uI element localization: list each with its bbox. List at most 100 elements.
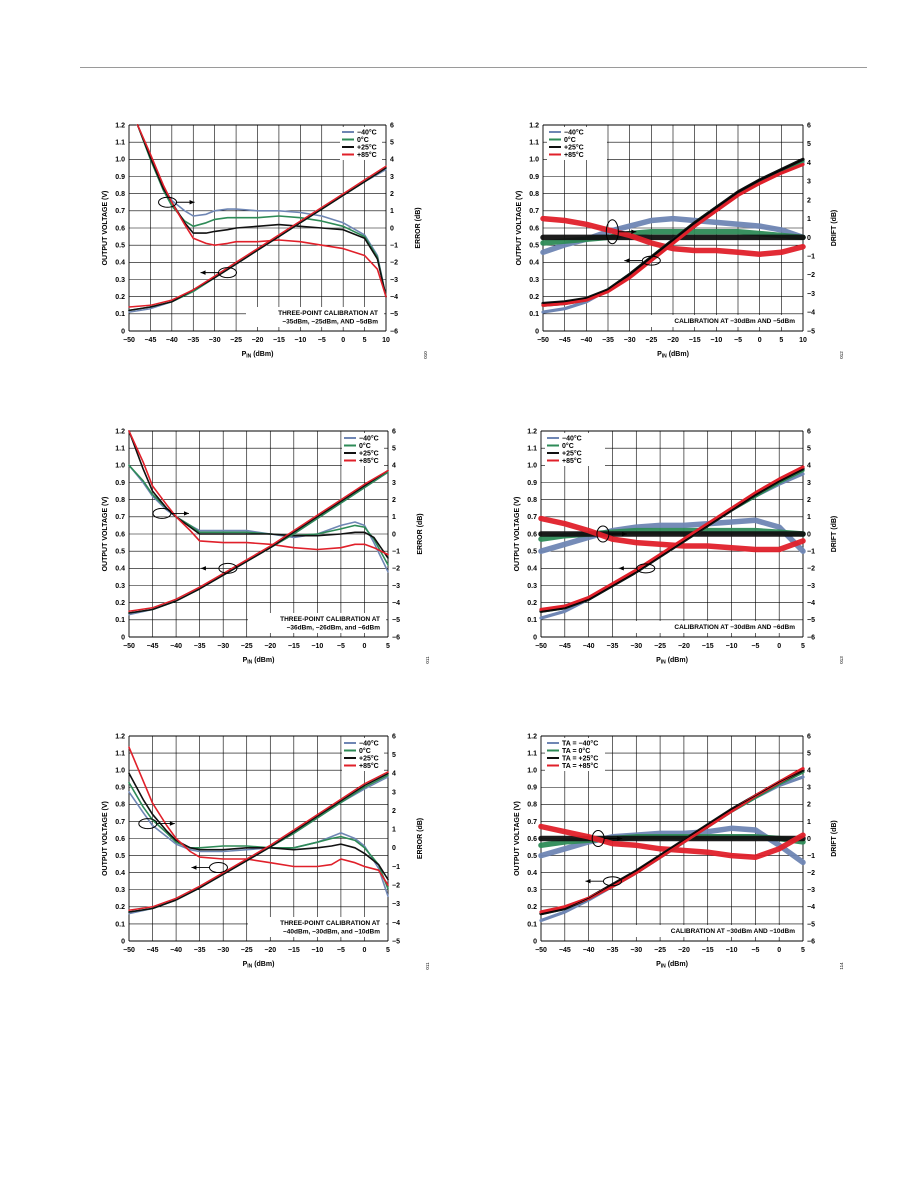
right-tick-label: 6 xyxy=(807,733,811,740)
right-tick-label: −5 xyxy=(807,328,815,335)
x-tick-label: −5 xyxy=(337,947,345,954)
left-tick-label: 0.2 xyxy=(527,600,537,607)
left-axis-label: OUTPUT VOLTAGE (V) xyxy=(514,801,521,876)
x-tick-label: 0 xyxy=(777,643,781,650)
left-axis-marker xyxy=(200,562,238,574)
right-tick-label: −3 xyxy=(390,277,398,284)
legend-label: 0°C xyxy=(564,136,576,144)
marker-arrow-head xyxy=(189,200,195,205)
left-tick-label: 0.7 xyxy=(527,819,537,826)
right-tick-label: 6 xyxy=(807,122,811,129)
x-tick-label: −30 xyxy=(217,643,229,650)
x-axis-label: PIN (dBm) xyxy=(242,351,274,360)
error-series-line xyxy=(128,430,389,559)
right-tick-label: 2 xyxy=(807,802,811,809)
voltage-series-line xyxy=(128,165,387,308)
right-tick-label: 5 xyxy=(392,446,396,453)
right-tick-label: 4 xyxy=(392,463,396,470)
x-tick-label: −20 xyxy=(667,337,679,344)
note-box xyxy=(246,307,384,327)
legend-label: +85°C xyxy=(564,151,584,159)
right-tick-label: −1 xyxy=(807,549,815,556)
left-tick-label: 0.7 xyxy=(115,208,125,215)
right-tick-label: 6 xyxy=(392,428,396,435)
left-tick-label: 0.6 xyxy=(115,225,125,232)
right-tick-label: 1 xyxy=(392,514,396,521)
note-box xyxy=(631,925,801,937)
left-tick-label: 0.2 xyxy=(527,904,537,911)
right-tick-label: −5 xyxy=(390,311,398,318)
left-tick-label: 0.5 xyxy=(527,853,537,860)
left-tick-label: 0.2 xyxy=(115,600,125,607)
left-axis-label: OUTPUT VOLTAGE (V) xyxy=(102,801,109,876)
note-box xyxy=(631,621,801,633)
left-tick-label: 0.5 xyxy=(529,243,539,250)
legend-label: +85°C xyxy=(359,762,379,770)
right-tick-label: 5 xyxy=(807,750,811,757)
legend: −40°C0°C+25°C+85°C xyxy=(342,738,384,771)
right-tick-label: −2 xyxy=(390,260,398,267)
left-tick-label: 1.0 xyxy=(115,463,125,470)
legend-label: −40°C xyxy=(359,434,379,442)
right-tick-label: −4 xyxy=(807,310,815,317)
voltage-series-outline xyxy=(540,769,804,915)
right-tick-label: −6 xyxy=(392,634,400,641)
x-tick-label: −35 xyxy=(194,643,206,650)
legend-label: +85°C xyxy=(359,457,379,465)
x-tick-label: −45 xyxy=(144,337,156,344)
left-tick-label: 1.2 xyxy=(527,733,537,740)
left-axis-marker xyxy=(200,267,238,279)
left-tick-label: 0.8 xyxy=(115,497,125,504)
left-tick-label: 1.0 xyxy=(527,768,537,775)
note-line: CALIBRATION AT −30dBm AND −6dBm xyxy=(674,624,795,631)
x-tick-label: −5 xyxy=(734,337,742,344)
marker-arrow-head xyxy=(618,566,624,571)
left-tick-label: 0.8 xyxy=(529,191,539,198)
left-tick-label: 1.2 xyxy=(527,428,537,435)
right-tick-label: −3 xyxy=(392,583,400,590)
x-tick-label: −25 xyxy=(241,947,253,954)
right-tick-label: 5 xyxy=(390,140,394,147)
left-tick-label: 0.8 xyxy=(115,802,125,809)
right-axis-marker xyxy=(158,196,195,208)
x-tick-label: 10 xyxy=(382,337,390,344)
right-tick-label: 2 xyxy=(392,497,396,504)
x-tick-label: −30 xyxy=(630,947,642,954)
x-tick-label: −5 xyxy=(751,643,759,650)
marker-arrow-head xyxy=(624,258,630,263)
marker-arrow-head xyxy=(631,229,637,234)
right-axis-label: DRIFT (dB) xyxy=(831,516,838,553)
left-tick-label: 0.5 xyxy=(527,549,537,556)
left-tick-label: 1.1 xyxy=(115,750,125,757)
left-axis-label: OUTPUT VOLTAGE (V) xyxy=(514,497,521,572)
right-tick-label: 3 xyxy=(807,179,811,186)
x-tick-label: −5 xyxy=(751,947,759,954)
left-tick-label: 1.0 xyxy=(115,768,125,775)
left-tick-label: 0.9 xyxy=(527,480,537,487)
x-tick-label: 0 xyxy=(777,947,781,954)
left-tick-label: 1.0 xyxy=(115,157,125,164)
right-tick-label: 3 xyxy=(390,174,394,181)
note-line: −36dBm, −26dBm, and −6dBm xyxy=(287,625,381,632)
right-tick-label: 2 xyxy=(392,808,396,815)
left-tick-label: 0 xyxy=(535,328,539,335)
calibration-note: THREE-POINT CALIBRATION AT −35dBm, −25dBm… xyxy=(246,307,384,327)
x-tick-label: 5 xyxy=(363,337,367,344)
x-tick-label: 0 xyxy=(363,643,367,650)
legend-label: 0°C xyxy=(357,136,369,144)
left-tick-label: 1.1 xyxy=(527,446,537,453)
left-tick-label: 1.2 xyxy=(115,733,125,740)
legend: −40°C0°C+25°C+85°C xyxy=(340,127,382,160)
voltage-series-line xyxy=(128,167,387,312)
x-tick-label: −45 xyxy=(147,947,159,954)
right-tick-label: −2 xyxy=(807,566,815,573)
x-tick-label: −50 xyxy=(535,643,547,650)
x-tick-label: −20 xyxy=(264,643,276,650)
x-tick-label: −10 xyxy=(726,643,738,650)
left-tick-label: 1.2 xyxy=(115,122,125,129)
left-tick-label: 0.4 xyxy=(115,870,125,877)
x-tick-label: −20 xyxy=(264,947,276,954)
x-tick-label: −25 xyxy=(230,337,242,344)
left-axis-marker xyxy=(624,255,661,266)
right-tick-label: −2 xyxy=(807,870,815,877)
